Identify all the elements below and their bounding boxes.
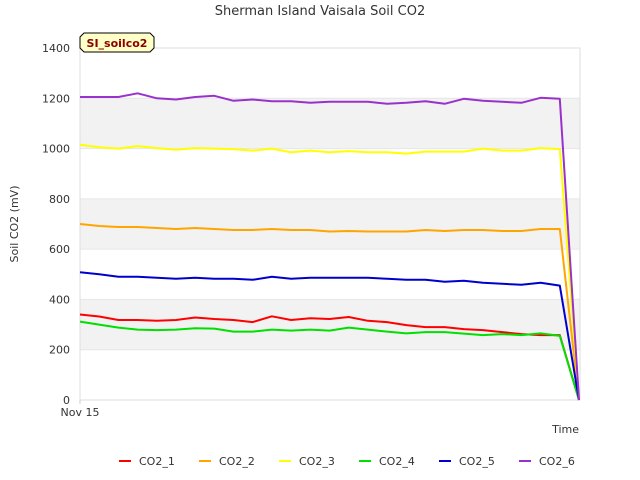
series-line-co2-4 xyxy=(79,320,580,401)
legend-item-co2-4[interactable]: CO2_4 xyxy=(359,455,415,468)
series-line-co2-3 xyxy=(79,143,580,401)
y-tick-label: 1200 xyxy=(42,92,70,105)
legend-item-co2-3[interactable]: CO2_3 xyxy=(279,455,335,468)
legend-item-co2-1[interactable]: CO2_1 xyxy=(119,455,175,468)
y-tick-label: 400 xyxy=(49,293,70,306)
legend-label: CO2_6 xyxy=(539,455,575,468)
legend-label: CO2_3 xyxy=(299,455,335,468)
y-tick-label: 600 xyxy=(49,243,70,256)
legend-label: CO2_4 xyxy=(379,455,415,468)
y-axis-ticks: 0 200 400 600 800 1000 1200 1400 xyxy=(42,42,70,407)
y-tick-label: 1000 xyxy=(42,143,70,156)
grid-band xyxy=(80,98,580,149)
series-line-co2-2 xyxy=(79,223,580,401)
series-lines xyxy=(79,92,580,401)
legend-label: CO2_2 xyxy=(219,455,255,468)
legend-label: CO2_5 xyxy=(459,455,495,468)
dataset-badge: SI_soilco2 xyxy=(79,32,155,53)
series-line-co2-6 xyxy=(80,92,580,401)
x-tick-label: Nov 15 xyxy=(61,406,100,419)
legend-item-co2-6[interactable]: CO2_6 xyxy=(519,455,575,468)
legend-label: CO2_1 xyxy=(139,455,175,468)
legend-item-co2-2[interactable]: CO2_2 xyxy=(199,455,255,468)
chart-title: Sherman Island Vaisala Soil CO2 xyxy=(215,4,425,19)
badge-box xyxy=(79,32,155,53)
y-tick-label: 200 xyxy=(49,344,70,357)
y-tick-label: 1400 xyxy=(42,42,70,55)
badge-label: SI_soilco2 xyxy=(87,37,148,50)
grid-band xyxy=(80,299,580,350)
grid-bands xyxy=(80,47,580,401)
series-line-co2-1 xyxy=(79,313,580,401)
y-axis-label: Soil CO2 (mV) xyxy=(8,186,21,263)
y-tick-label: 800 xyxy=(49,193,70,206)
x-axis-ticks: Nov 15 xyxy=(61,400,100,419)
y-tick-label: 0 xyxy=(63,394,70,407)
legend: CO2_1 CO2_2 CO2_3 CO2_4 CO2_5 CO2_6 xyxy=(119,455,575,468)
grid-band xyxy=(80,198,580,250)
legend-item-co2-5[interactable]: CO2_5 xyxy=(439,455,495,468)
series-line-co2-5 xyxy=(79,271,580,401)
x-axis-label: Time xyxy=(551,423,579,436)
